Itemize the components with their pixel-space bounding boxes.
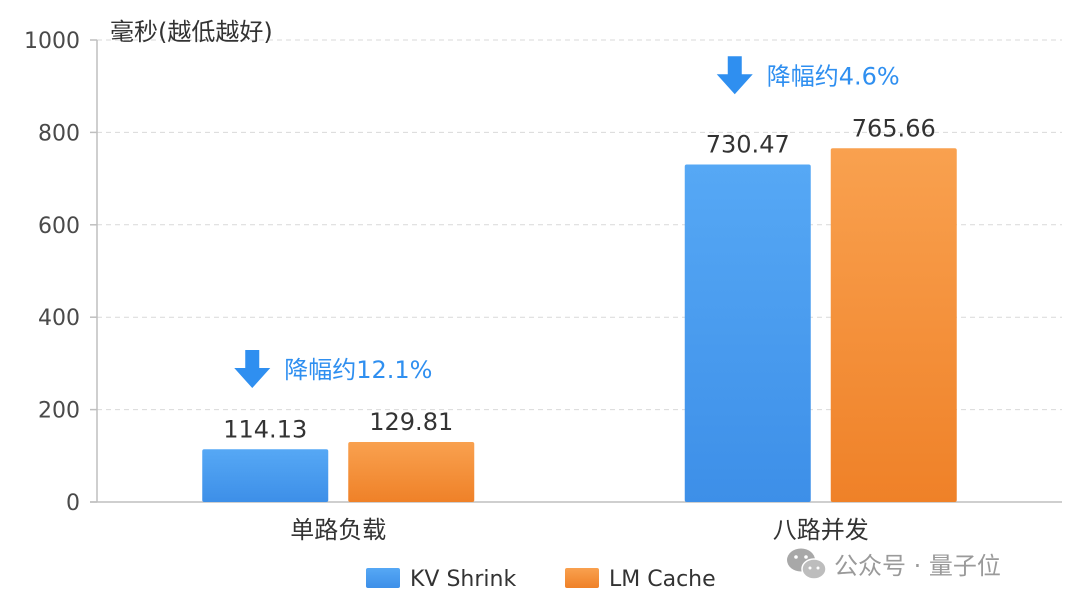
annotation-text: 降幅约4.6% <box>767 62 900 90</box>
value-label: 765.66 <box>852 114 936 142</box>
down-arrow-icon <box>234 350 271 389</box>
x-category-label: 八路并发 <box>773 516 869 544</box>
y-tick-label: 800 <box>38 121 80 146</box>
value-label: 730.47 <box>706 131 790 159</box>
y-tick-label: 1000 <box>24 29 80 54</box>
down-arrow-icon <box>716 56 753 95</box>
legend-item-kv-shrink: KV Shrink <box>366 567 516 592</box>
legend-swatch-lm-cache <box>565 568 599 588</box>
bar-kv-shrink-1 <box>684 164 811 502</box>
y-tick-label: 600 <box>38 214 80 239</box>
x-category-label: 单路负载 <box>290 516 386 544</box>
reduction-annotation: 降幅约12.1% <box>234 350 433 389</box>
legend-label-kv-shrink: KV Shrink <box>410 567 516 592</box>
wechat-icon <box>787 548 827 580</box>
watermark-text: 公众号 · 量子位 <box>834 552 1001 580</box>
value-label: 114.13 <box>223 415 307 443</box>
legend-swatch-kv-shrink <box>366 568 400 588</box>
watermark: 公众号 · 量子位 <box>787 548 1001 580</box>
y-tick-label: 200 <box>38 399 80 424</box>
y-axis-title: 毫秒(越低越好) <box>110 18 273 46</box>
y-tick-label: 0 <box>66 491 80 516</box>
legend-item-lm-cache: LM Cache <box>565 567 716 592</box>
legend-label-lm-cache: LM Cache <box>609 567 716 592</box>
y-tick-label: 400 <box>38 306 80 331</box>
bar-lm-cache-1 <box>830 148 957 502</box>
bar-lm-cache-0 <box>348 442 475 502</box>
annotation-text: 降幅约12.1% <box>284 356 432 384</box>
value-label: 129.81 <box>369 408 453 436</box>
legend: KV Shrink LM Cache <box>366 567 716 592</box>
reduction-annotation: 降幅约4.6% <box>716 56 900 95</box>
bar-kv-shrink-0 <box>202 449 329 502</box>
